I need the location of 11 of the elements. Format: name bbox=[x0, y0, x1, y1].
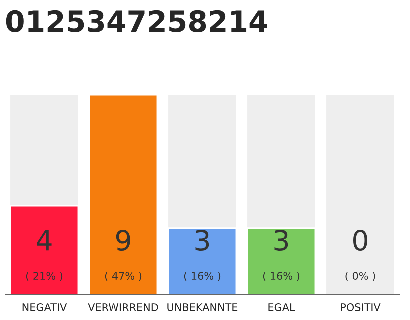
data-label: 0 ( 0% ) bbox=[346, 230, 376, 282]
chart-title: 0125347258214 bbox=[6, 10, 268, 32]
data-label: 3 ( 16% ) bbox=[184, 230, 221, 282]
data-label: 4 ( 21% ) bbox=[26, 230, 63, 282]
x-tick-label: UNBEKANNTE bbox=[168, 304, 238, 312]
x-tick-label: EGAL bbox=[268, 304, 296, 312]
x-tick-label: VERWIRREND bbox=[88, 304, 158, 312]
data-label: 9 ( 47% ) bbox=[105, 230, 142, 282]
data-label: 3 ( 16% ) bbox=[263, 230, 300, 282]
x-tick-label: NEGATIV bbox=[22, 304, 68, 312]
x-tick-label: POSITIV bbox=[341, 304, 381, 312]
